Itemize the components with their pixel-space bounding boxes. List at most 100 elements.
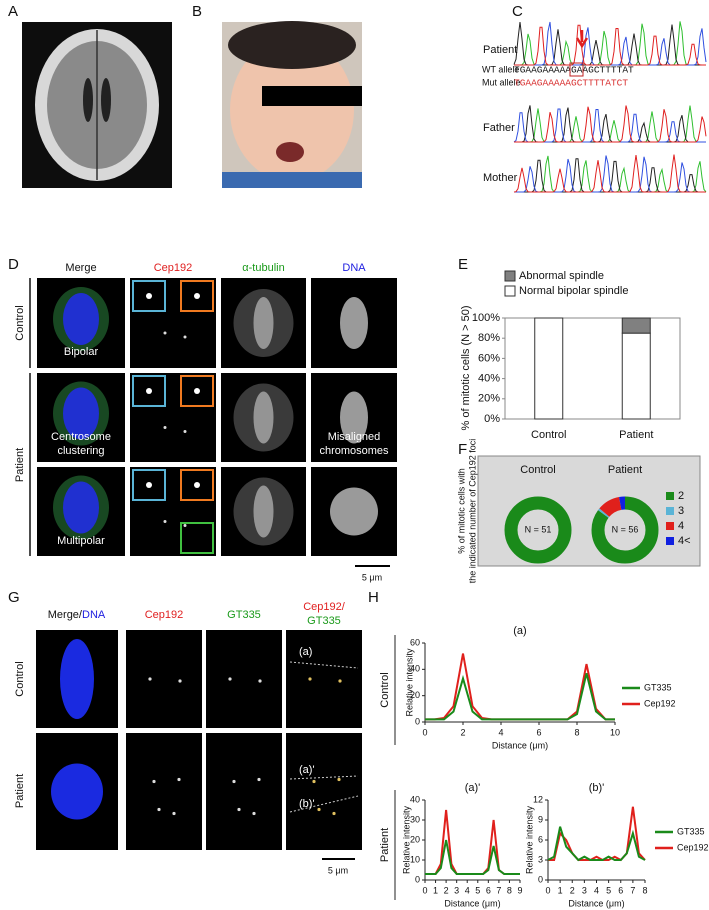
inset bbox=[132, 469, 166, 501]
legend-swatch bbox=[504, 285, 516, 297]
y-tick-label: 12 bbox=[533, 794, 543, 804]
legend-swatch bbox=[666, 492, 674, 500]
legend-swatch bbox=[666, 507, 674, 515]
scale-bar-label: 5 μm bbox=[328, 865, 348, 875]
column-header: Cep192/ bbox=[303, 601, 346, 613]
label: WT allele bbox=[482, 64, 519, 74]
column-header: α-tubulin bbox=[242, 262, 284, 274]
y-tick-label: 20% bbox=[478, 393, 500, 405]
chromatogram-trace bbox=[514, 21, 707, 66]
dna-stain bbox=[330, 487, 378, 536]
line-label: (a)' bbox=[299, 764, 315, 776]
x-tick-label: 2 bbox=[460, 727, 465, 737]
focus bbox=[163, 331, 167, 335]
data-line bbox=[425, 839, 520, 875]
focus bbox=[194, 388, 200, 394]
focus bbox=[194, 293, 200, 299]
x-tick-label: 0 bbox=[422, 885, 427, 895]
mutation-box bbox=[569, 62, 584, 77]
dna-stain bbox=[340, 391, 368, 444]
y-tick-label: 3 bbox=[538, 854, 543, 864]
inset bbox=[132, 375, 166, 407]
y-tick-label: 60% bbox=[478, 352, 500, 364]
mutation-arrow bbox=[575, 30, 589, 49]
focus bbox=[257, 777, 261, 782]
cell-label: Misaligned bbox=[328, 431, 381, 443]
legend-label: 4 bbox=[678, 520, 684, 532]
y-axis-label: Relative intensity bbox=[404, 648, 414, 717]
x-tick-label: 1 bbox=[558, 885, 563, 895]
x-tick-label: 8 bbox=[507, 885, 512, 895]
dna-stain bbox=[60, 639, 94, 719]
chromatogram-trace bbox=[514, 21, 706, 66]
chart-title: (a)' bbox=[465, 782, 481, 794]
label: Patient bbox=[483, 44, 517, 56]
y-tick-label: 40% bbox=[478, 373, 500, 385]
data-line bbox=[425, 673, 615, 721]
focus bbox=[152, 779, 156, 784]
legend-label: GT335 bbox=[644, 682, 672, 692]
legend-label: Abnormal spindle bbox=[519, 270, 604, 282]
focus bbox=[157, 807, 161, 812]
row-label: Patient bbox=[14, 774, 26, 808]
y-tick-label: 40 bbox=[410, 794, 420, 804]
label: Mother bbox=[483, 172, 518, 184]
y-axis-label: Relative intensity bbox=[524, 805, 534, 874]
legend-label: GT335 bbox=[677, 826, 705, 836]
legend-label: Cep192 bbox=[677, 842, 709, 852]
y-tick-label: 10 bbox=[410, 854, 420, 864]
focus bbox=[317, 807, 321, 812]
x-tick-label: 4 bbox=[498, 727, 503, 737]
panel-letter: E bbox=[458, 256, 468, 273]
row-label: Control bbox=[379, 672, 391, 707]
legend-label: Normal bipolar spindle bbox=[519, 285, 628, 297]
focus bbox=[194, 482, 200, 488]
x-tick-label: 0 bbox=[422, 727, 427, 737]
row-label: Patient bbox=[379, 828, 391, 862]
chromatogram-trace bbox=[514, 24, 706, 66]
micrograph bbox=[286, 733, 362, 850]
dna-stain bbox=[340, 297, 368, 349]
x-tick-label: 10 bbox=[610, 727, 620, 737]
panel-letter: B bbox=[192, 3, 202, 20]
shirt bbox=[222, 172, 362, 188]
y-tick-label: 0 bbox=[538, 874, 543, 884]
y-tick-label: 40 bbox=[410, 664, 420, 674]
y-tick-label: 30 bbox=[410, 814, 420, 824]
x-axis-label: Distance (μm) bbox=[444, 898, 500, 908]
micrograph bbox=[286, 630, 362, 728]
label: Father bbox=[483, 122, 515, 134]
focus bbox=[237, 807, 241, 812]
column-header: Merge/ bbox=[48, 609, 83, 621]
focus bbox=[338, 679, 342, 683]
mouth bbox=[276, 142, 304, 162]
focus bbox=[232, 779, 236, 784]
focus bbox=[146, 388, 152, 394]
x-tick-label: 8 bbox=[574, 727, 579, 737]
x-tick-label: Patient bbox=[619, 429, 653, 441]
legend-swatch bbox=[666, 522, 674, 530]
micrograph bbox=[206, 630, 282, 728]
x-axis-label: Distance (μm) bbox=[492, 740, 548, 750]
focus bbox=[146, 293, 152, 299]
donut-segment bbox=[504, 496, 572, 564]
focus bbox=[308, 677, 312, 681]
cell-label: chromosomes bbox=[319, 445, 389, 457]
column-header: Cep192 bbox=[145, 609, 184, 621]
row-label: Control bbox=[14, 661, 26, 696]
focus bbox=[178, 679, 182, 683]
cell-label: Centrosome bbox=[51, 431, 111, 443]
bar-segment bbox=[621, 332, 651, 420]
y-tick-label: 6 bbox=[538, 834, 543, 844]
x-tick-label: 7 bbox=[630, 885, 635, 895]
focus bbox=[337, 777, 341, 782]
dna-stain bbox=[51, 763, 103, 820]
x-tick-label: 2 bbox=[444, 885, 449, 895]
panel-letter: H bbox=[368, 589, 379, 606]
cell-label: clustering bbox=[57, 445, 104, 457]
profile-line bbox=[289, 661, 359, 669]
chromatogram-trace bbox=[513, 154, 706, 193]
chromatogram-trace bbox=[513, 21, 706, 66]
line-label: (b)' bbox=[299, 798, 315, 810]
